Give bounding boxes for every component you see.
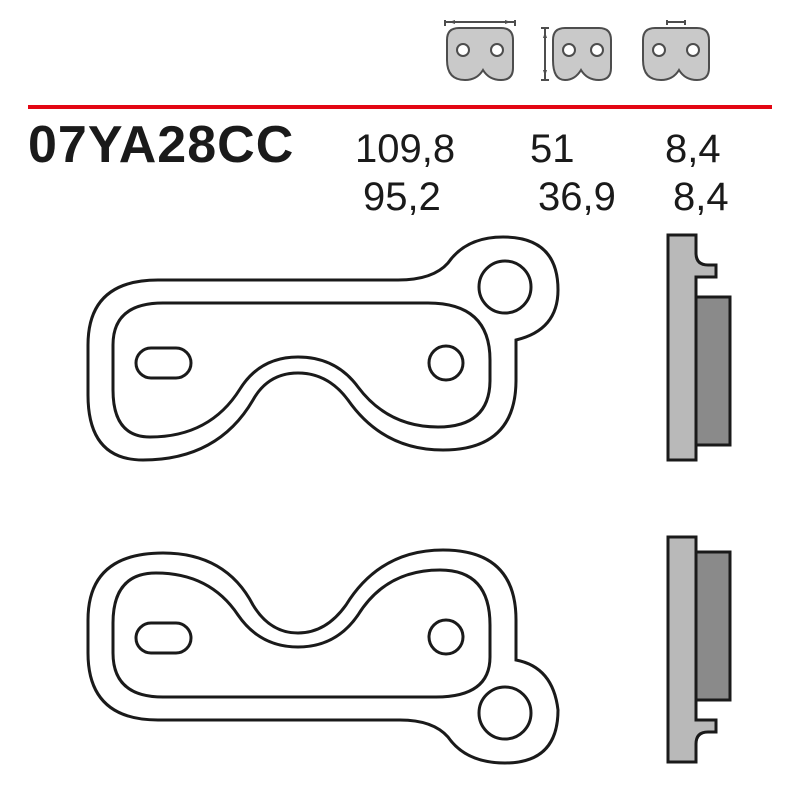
dimension-legend bbox=[441, 20, 715, 90]
catalog-entry: 07YA28CC 109,8 51 8,4 95,2 36,9 8,4 bbox=[0, 0, 800, 800]
dim-w1: 109,8 bbox=[355, 127, 530, 172]
pad-drawings-svg bbox=[28, 225, 772, 772]
technical-drawings bbox=[28, 225, 772, 772]
height-legend-icon bbox=[539, 20, 617, 90]
dim-t2: 8,4 bbox=[673, 175, 768, 220]
dim-h1: 51 bbox=[530, 127, 665, 172]
pad-bottom-front bbox=[88, 550, 558, 763]
pad-top-front bbox=[88, 237, 558, 460]
pad-top-side bbox=[668, 235, 730, 460]
dim-t1: 8,4 bbox=[665, 127, 760, 172]
pad-bottom-side bbox=[668, 537, 730, 762]
part-data: 07YA28CC 109,8 51 8,4 95,2 36,9 8,4 bbox=[28, 115, 760, 220]
dim-row-1: 109,8 51 8,4 bbox=[355, 127, 760, 172]
dim-w2: 95,2 bbox=[363, 175, 538, 220]
part-code: 07YA28CC bbox=[28, 115, 355, 175]
dim-h2: 36,9 bbox=[538, 175, 673, 220]
dim-row-2: 95,2 36,9 8,4 bbox=[363, 175, 768, 220]
accent-divider bbox=[28, 105, 772, 109]
width-legend-icon bbox=[441, 20, 519, 90]
thickness-legend-icon bbox=[637, 20, 715, 90]
